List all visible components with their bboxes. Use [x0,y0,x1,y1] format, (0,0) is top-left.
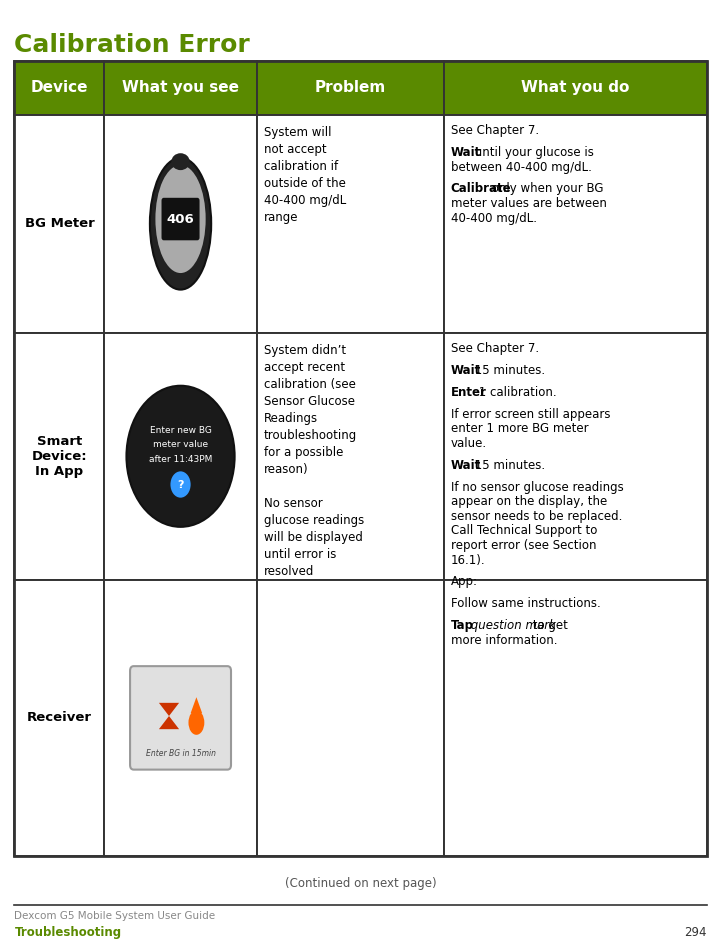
FancyBboxPatch shape [130,666,231,770]
Text: 406: 406 [167,213,195,225]
Text: appear on the display, the: appear on the display, the [451,495,607,509]
Text: more information.: more information. [451,634,557,647]
Text: 1 calibration.: 1 calibration. [474,386,556,398]
FancyBboxPatch shape [14,61,105,115]
Text: Problem: Problem [314,80,386,95]
FancyBboxPatch shape [443,333,707,580]
Text: Troubleshooting: Troubleshooting [14,926,122,938]
Text: Enter: Enter [451,386,487,398]
Ellipse shape [188,710,204,735]
Text: What you see: What you see [122,80,239,95]
Text: 15 minutes.: 15 minutes. [471,459,545,472]
FancyBboxPatch shape [105,61,257,115]
FancyBboxPatch shape [105,115,257,333]
Text: See Chapter 7.: See Chapter 7. [451,342,539,355]
Text: only when your BG: only when your BG [488,183,603,196]
Text: enter 1 more BG meter: enter 1 more BG meter [451,422,588,435]
Text: between 40-400 mg/dL.: between 40-400 mg/dL. [451,160,592,173]
FancyBboxPatch shape [105,333,257,580]
Text: Receiver: Receiver [27,711,92,724]
Circle shape [170,471,190,497]
Text: 40-400 mg/dL.: 40-400 mg/dL. [451,212,536,224]
FancyBboxPatch shape [14,333,105,580]
Text: Call Technical Support to: Call Technical Support to [451,525,597,537]
Polygon shape [159,716,179,729]
Polygon shape [190,697,202,713]
Text: If no sensor glucose readings: If no sensor glucose readings [451,480,624,494]
Text: Wait: Wait [451,459,481,472]
Text: question mark: question mark [466,619,555,632]
Text: meter value: meter value [153,441,208,449]
Text: (Continued on next page): (Continued on next page) [285,877,436,889]
Text: BG Meter: BG Meter [25,218,94,230]
FancyBboxPatch shape [443,61,707,115]
Text: ?: ? [177,479,184,490]
FancyBboxPatch shape [105,580,257,856]
Text: Enter BG in 15min: Enter BG in 15min [146,749,216,758]
Text: Follow same instructions.: Follow same instructions. [451,597,601,610]
Ellipse shape [126,385,234,527]
Text: System will
not accept
calibration if
outside of the
40-400 mg/dL
range: System will not accept calibration if ou… [264,126,346,224]
Text: If error screen still appears: If error screen still appears [451,408,610,421]
Text: report error (see Section: report error (see Section [451,539,596,552]
Text: to get: to get [528,619,567,632]
Ellipse shape [156,165,205,273]
Text: after 11:43PM: after 11:43PM [149,455,212,463]
FancyBboxPatch shape [257,115,443,333]
Text: 294: 294 [684,926,707,938]
Text: 16.1).: 16.1). [451,554,485,566]
Text: Calibration Error: Calibration Error [14,33,250,57]
Ellipse shape [172,154,190,171]
Text: sensor needs to be replaced.: sensor needs to be replaced. [451,510,622,523]
FancyBboxPatch shape [162,198,200,240]
FancyBboxPatch shape [14,580,105,856]
Text: Device: Device [31,80,88,95]
Text: See Chapter 7.: See Chapter 7. [451,124,539,138]
Text: System didn’t
accept recent
calibration (see
Sensor Glucose
Readings
troubleshoo: System didn’t accept recent calibration … [264,344,364,578]
FancyBboxPatch shape [443,115,707,333]
FancyBboxPatch shape [14,115,105,333]
Polygon shape [159,703,179,716]
Text: Dexcom G5 Mobile System User Guide: Dexcom G5 Mobile System User Guide [14,911,216,920]
FancyBboxPatch shape [443,580,707,856]
FancyBboxPatch shape [257,333,443,580]
Text: What you do: What you do [521,80,629,95]
Text: value.: value. [451,437,487,450]
FancyBboxPatch shape [257,61,443,115]
Text: Smart
Device:
In App: Smart Device: In App [32,435,87,478]
Text: meter values are between: meter values are between [451,197,606,210]
FancyBboxPatch shape [257,580,443,856]
Text: Wait: Wait [451,146,481,159]
Text: Tap: Tap [451,619,474,632]
Ellipse shape [150,158,211,289]
Text: Wait: Wait [451,364,481,377]
Text: Enter new BG: Enter new BG [149,427,211,435]
Text: until your glucose is: until your glucose is [471,146,594,159]
Text: 15 minutes.: 15 minutes. [471,364,545,377]
Text: App:: App: [451,576,478,589]
Text: Calibrate: Calibrate [451,183,511,196]
